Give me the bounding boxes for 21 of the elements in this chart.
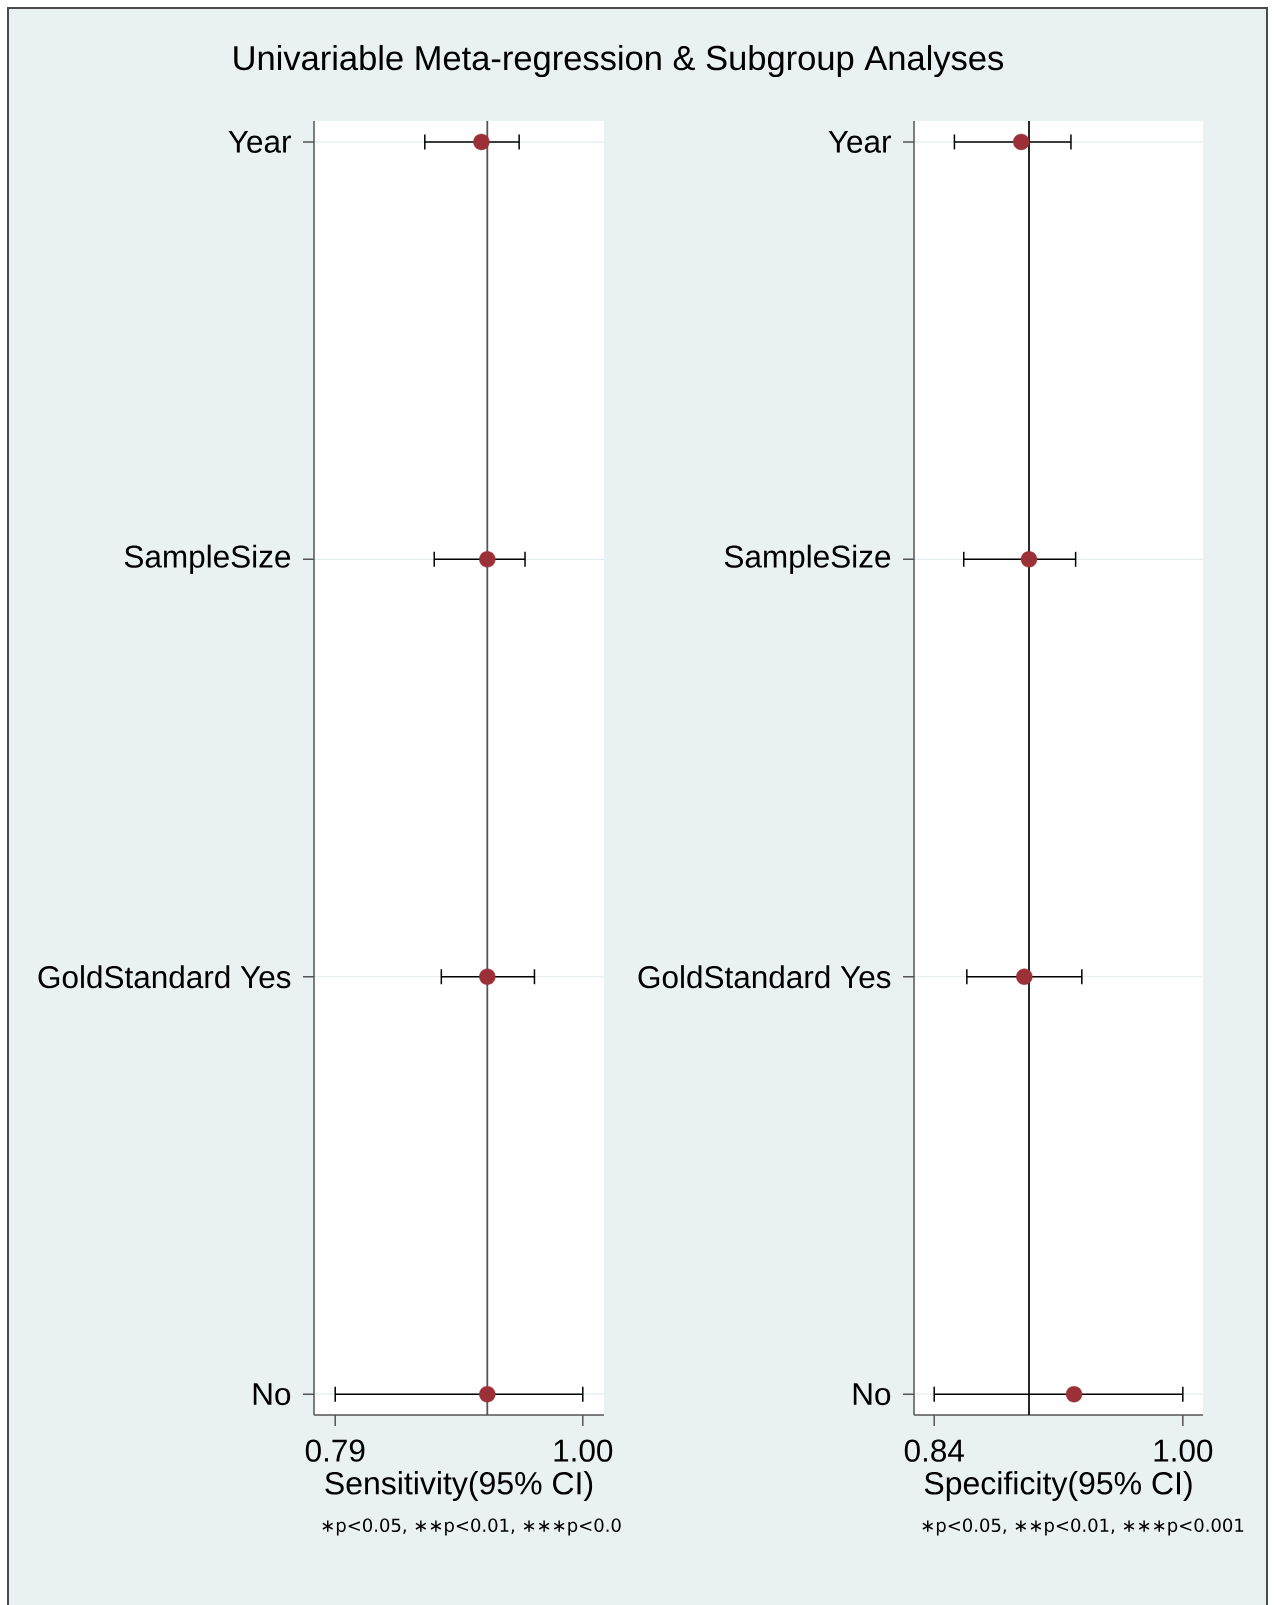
text: ∗p<0.05, ∗∗p<0.01, ∗∗∗p<0.0: [322, 1518, 621, 1536]
x-tick-label: 1.00: [1154, 1439, 1213, 1462]
point: [1016, 968, 1033, 985]
x-axis-title: Sensitivity(95% CI): [325, 1471, 593, 1501]
y-tick-label: No: [853, 1383, 891, 1406]
x-tick-label: 0.84: [904, 1439, 964, 1462]
x-tick-label: 0.79: [305, 1439, 365, 1462]
text: ∗p<0.05, ∗∗p<0.01, ∗∗∗p<0.001: [922, 1518, 1244, 1536]
point: [1065, 1385, 1083, 1403]
y-tick-label: Year: [828, 130, 891, 153]
y-tick-label: SampleSize: [724, 544, 891, 574]
point: [1013, 133, 1030, 151]
x-tick-label: 1.00: [554, 1439, 613, 1462]
y-tick-label: No: [253, 1383, 291, 1406]
point: [1020, 551, 1038, 568]
y-tick-label: GoldStandard Yes: [38, 965, 291, 989]
chart-title: Univariable Meta-regression & Subgroup Analyses: [234, 44, 1004, 78]
y-tick-label: SampleSize: [124, 544, 291, 574]
x-axis-title: Specificity(95% CI): [924, 1471, 1192, 1501]
y-tick-label: Year: [228, 130, 291, 153]
y-tick-label: GoldStandard Yes: [638, 965, 891, 989]
